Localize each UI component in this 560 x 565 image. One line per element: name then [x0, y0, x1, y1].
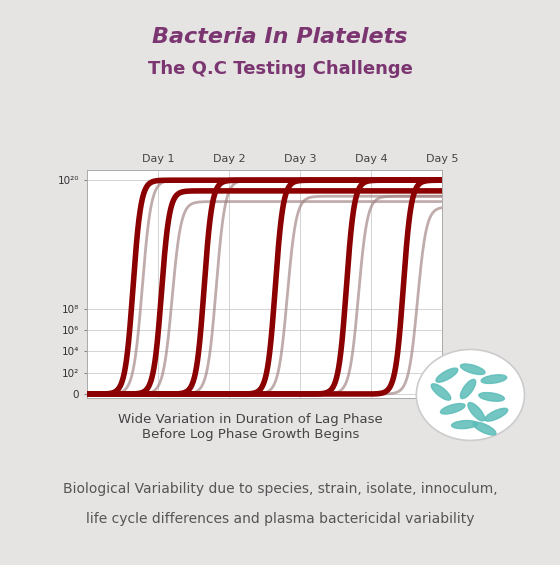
Ellipse shape — [436, 368, 458, 382]
Ellipse shape — [460, 379, 475, 399]
Ellipse shape — [468, 402, 484, 421]
Ellipse shape — [485, 408, 508, 421]
Text: Day 3: Day 3 — [284, 154, 316, 164]
Ellipse shape — [451, 420, 478, 429]
Text: Day 5: Day 5 — [426, 154, 459, 164]
Text: Day 1: Day 1 — [142, 154, 174, 164]
Ellipse shape — [473, 422, 496, 435]
Circle shape — [416, 349, 525, 441]
Text: The Q.C Testing Challenge: The Q.C Testing Challenge — [148, 60, 412, 79]
Ellipse shape — [431, 384, 451, 400]
Text: Wide Variation in Duration of Lag Phase
Before Log Phase Growth Begins: Wide Variation in Duration of Lag Phase … — [118, 413, 382, 441]
Ellipse shape — [479, 393, 505, 401]
Text: Bacteria In Platelets: Bacteria In Platelets — [152, 27, 408, 47]
Text: Day 2: Day 2 — [213, 154, 245, 164]
Text: Biological Variability due to species, strain, isolate, innoculum,: Biological Variability due to species, s… — [63, 482, 497, 496]
Text: Day 4: Day 4 — [355, 154, 388, 164]
Ellipse shape — [460, 364, 485, 375]
Ellipse shape — [481, 375, 507, 384]
Text: life cycle differences and plasma bactericidal variability: life cycle differences and plasma bacter… — [86, 512, 474, 525]
Ellipse shape — [441, 403, 465, 414]
